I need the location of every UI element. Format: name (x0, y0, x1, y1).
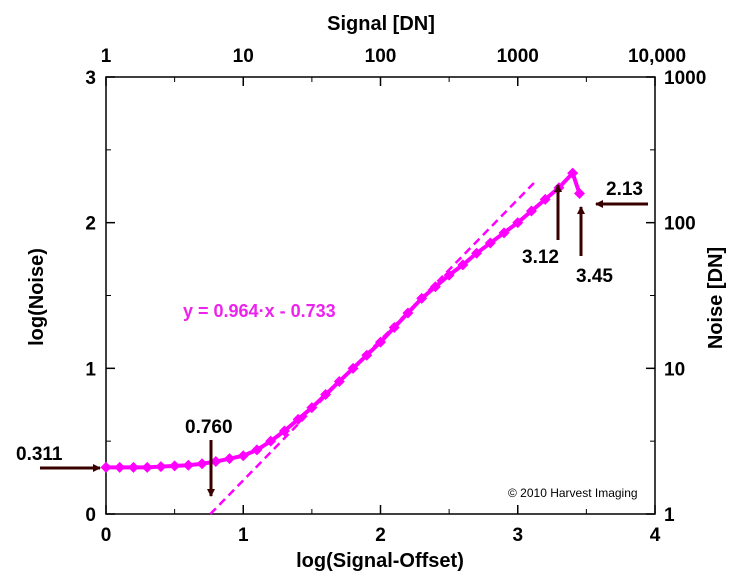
annotation-0760: 0.760 (185, 417, 233, 438)
data-point (416, 292, 428, 304)
axis-ticks (105, 76, 656, 515)
data-point (141, 461, 153, 473)
data-point (429, 281, 441, 293)
plot-frame (105, 76, 656, 515)
top-axis-title: Signal [DN] (327, 13, 435, 35)
x2-tick-label: 100 (365, 46, 397, 67)
x-tick-label: 4 (650, 525, 661, 546)
data-point (539, 193, 551, 205)
x-tick-label: 2 (375, 525, 386, 546)
y-axis-title: log(Noise) (26, 248, 48, 346)
tick-labels: 0 1 1 10 2 100 3 1000 4 10,000 0 1 1 10 2 100 3 1000 (85, 46, 706, 546)
y-tick-label: 0 (85, 505, 96, 526)
annotation-345: 3.45 (576, 266, 613, 287)
data-point (210, 456, 222, 468)
y2-tick-label: 10 (664, 359, 685, 380)
data-point (127, 461, 139, 473)
data-point (498, 227, 510, 239)
fit-equation: y = 0.964·x - 0.733 (183, 301, 336, 321)
y2-tick-label: 1 (664, 505, 675, 526)
data-point (224, 453, 236, 465)
y-tick-label: 3 (85, 68, 96, 89)
data-point (333, 375, 345, 387)
data-point (196, 458, 208, 470)
data-point (512, 217, 524, 229)
data-point (388, 322, 400, 334)
data-point (155, 461, 167, 473)
y-tick-label: 2 (85, 214, 96, 235)
data-point (169, 460, 181, 472)
data-point (471, 247, 483, 259)
y2-tick-label: 1000 (664, 68, 706, 89)
right-axis-title: Noise [DN] (705, 247, 727, 349)
x2-tick-label: 1000 (497, 46, 539, 67)
x2-tick-label: 10 (233, 46, 254, 67)
y-tick-label: 1 (85, 359, 96, 380)
data-point (574, 188, 586, 200)
data-point (292, 413, 304, 425)
annotation-0311: 0.311 (16, 444, 63, 465)
data-point (567, 167, 579, 179)
x-axis-title: log(Signal-Offset) (296, 550, 464, 572)
data-point (237, 450, 249, 462)
data-point (320, 389, 332, 401)
data-point (347, 362, 359, 374)
series-line (106, 169, 582, 470)
data-point (484, 237, 496, 249)
data-point (265, 435, 277, 447)
data-point (114, 461, 126, 473)
data-point (278, 425, 290, 437)
data-point (525, 205, 537, 217)
x-tick-label: 0 (101, 525, 112, 546)
copyright-label: © 2010 Harvest Imaging (508, 486, 638, 500)
annotation-213: 2.13 (606, 179, 643, 200)
data-point (402, 307, 414, 319)
data-point (251, 444, 263, 456)
data-point (457, 259, 469, 271)
x-tick-label: 3 (512, 525, 523, 546)
x-tick-label: 1 (238, 525, 249, 546)
data-point (306, 402, 318, 414)
data-point (182, 459, 194, 471)
x2-tick-label: 10,000 (628, 46, 686, 67)
x2-tick-label: 1 (101, 46, 112, 67)
data-point (443, 269, 455, 281)
annotation-312: 3.12 (522, 247, 559, 268)
y2-tick-label: 100 (664, 214, 696, 235)
data-point (361, 349, 373, 361)
data-point (375, 336, 386, 348)
data-point (100, 461, 112, 473)
series-points (100, 167, 586, 473)
